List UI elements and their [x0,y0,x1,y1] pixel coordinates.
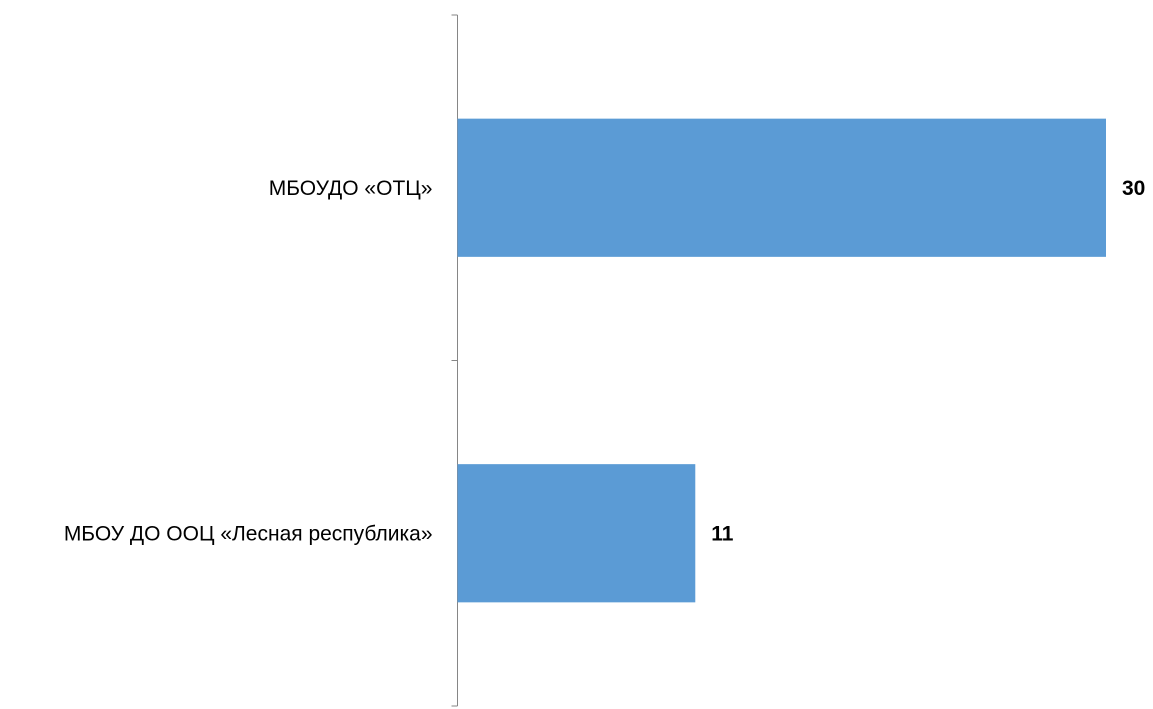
label-layer: МБОУДО «ОТЦ» 30 МБОУ ДО ООЦ «Лесная респуб… [64,177,1146,546]
data-label: 11 [711,522,734,545]
data-label: 30 [1122,177,1145,200]
bar [457,118,1106,257]
bar [457,464,696,603]
bar-layer [457,118,1106,603]
category-label: МБОУДО «ОТЦ» [269,177,433,200]
category-label: МБОУ ДО ООЦ «Лесная республика» [64,522,433,545]
axis-layer [451,14,458,707]
